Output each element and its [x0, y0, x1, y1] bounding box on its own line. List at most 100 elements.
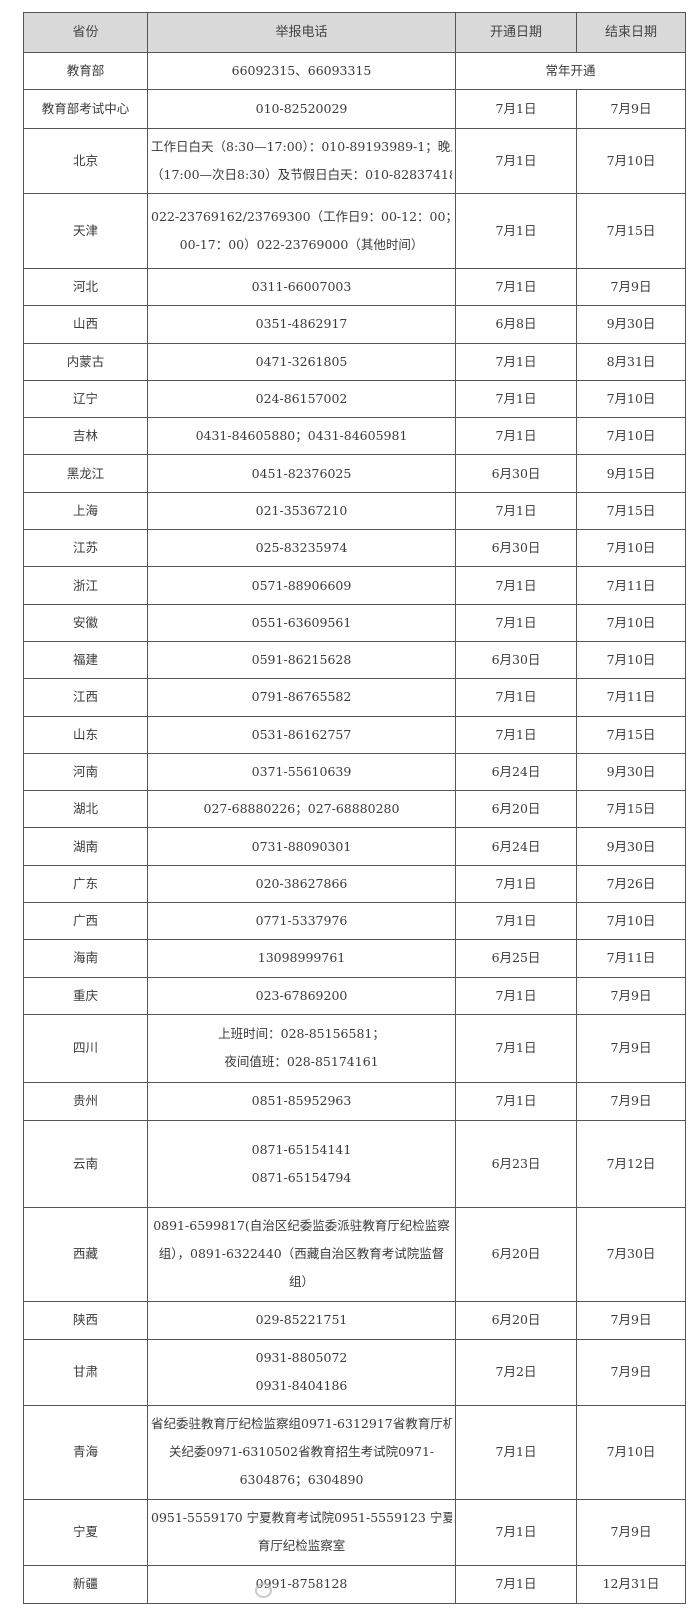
province-cell: 黑龙江 — [23, 454, 148, 493]
phone-cell: 0571-88906609 — [147, 566, 456, 605]
period-cell: 常年开通 — [455, 52, 686, 90]
start-date-cell: 6月30日 — [455, 640, 577, 680]
phone-cell: 13098999761 — [147, 939, 456, 978]
end-date-cell: 7月10日 — [576, 529, 686, 568]
watermark — [255, 1583, 272, 1598]
table-row: 安徽 0551-63609561 7月1日 7月10日 — [23, 603, 686, 642]
end-date-cell: 9月30日 — [576, 827, 686, 866]
end-date-cell: 7月9日 — [576, 1013, 686, 1083]
phone-line: （17:00—次日8:30）及节假日白天：010-82837418 — [151, 167, 452, 182]
table-row: 内蒙古 0471-3261805 7月1日 8月31日 — [23, 342, 686, 381]
start-date-cell: 7月1日 — [455, 193, 577, 269]
start-date-cell: 7月1日 — [455, 715, 577, 754]
end-date-cell: 7月10日 — [576, 640, 686, 680]
phone-cell: 022-23769162/23769300（工作日9：00-12：00；14： 0… — [147, 193, 456, 269]
table-row: 西藏 0891-6599817(自治区纪委监委派驻教育厅纪检监察 组），0891-6… — [23, 1206, 686, 1302]
start-date-cell: 7月1日 — [455, 342, 577, 381]
phone-cell: 0771-5337976 — [147, 902, 456, 941]
table-row: 甘肃 0931-8805072 0931-8404186 7月2日 7月9日 — [23, 1338, 686, 1406]
phone-cell: 0451-82376025 — [147, 454, 456, 493]
table-row: 海南 13098999761 6月25日 7月11日 — [23, 939, 686, 978]
table-row: 江苏 025-83235974 6月30日 7月10日 — [23, 529, 686, 568]
province-cell: 安徽 — [23, 603, 148, 642]
phone-line: 0851-85952963 — [251, 1093, 352, 1109]
end-date-cell: 7月11日 — [576, 939, 686, 978]
phone-cell: 029-85221751 — [147, 1300, 456, 1340]
phone-line: 0571-88906609 — [251, 577, 352, 593]
province-cell: 浙江 — [23, 566, 148, 605]
phone-cell: 0891-6599817(自治区纪委监委派驻教育厅纪检监察 组），0891-632… — [147, 1206, 456, 1302]
end-date-cell: 7月12日 — [576, 1119, 686, 1208]
phone-cell: 0931-8805072 0931-8404186 — [147, 1338, 456, 1406]
table-row: 教育部考试中心 010-82520029 7月1日 7月9日 — [23, 89, 686, 129]
end-date-cell: 7月26日 — [576, 864, 686, 904]
table-row: 河北 0311-66007003 7月1日 7月9日 — [23, 267, 686, 307]
phone-cell: 0851-85952963 — [147, 1081, 456, 1121]
phone-cell: 66092315、66093315 — [147, 52, 456, 90]
start-date-cell: 7月1日 — [455, 864, 577, 904]
header-province: 省份 — [23, 12, 148, 53]
phone-line: 关纪委0971-6310502省教育招生考试院0971- — [168, 1444, 435, 1460]
phone-line: 0551-63609561 — [251, 614, 352, 630]
start-date-cell: 6月30日 — [455, 529, 577, 568]
start-date-cell: 7月1日 — [455, 1081, 577, 1121]
province-cell: 甘肃 — [23, 1338, 148, 1406]
start-date-cell: 6月25日 — [455, 939, 577, 978]
province-cell: 海南 — [23, 939, 148, 978]
phone-cell: 0531-86162757 — [147, 715, 456, 754]
phone-line: 0871-65154141 — [251, 1141, 352, 1157]
header-start-date: 开通日期 — [455, 12, 577, 53]
phone-line: 0771-5337976 — [255, 913, 348, 929]
start-date-cell: 7月1日 — [455, 902, 577, 941]
table-row: 陕西 029-85221751 6月20日 7月9日 — [23, 1300, 686, 1340]
start-date-cell: 6月20日 — [455, 1206, 577, 1302]
table-row: 新疆 0991-8758128 7月1日 12月31日 — [23, 1564, 686, 1604]
phone-line: 上班时间：028-85156581； — [218, 1026, 385, 1042]
start-date-cell: 7月1日 — [455, 1498, 577, 1566]
province-cell: 湖北 — [23, 790, 148, 829]
end-date-cell: 7月10日 — [576, 1404, 686, 1500]
province-cell: 青海 — [23, 1404, 148, 1500]
phone-line: 020-38627866 — [255, 875, 348, 891]
phone-line: 0371-55610639 — [251, 764, 352, 779]
table-row: 山西 0351-4862917 6月8日 9月30日 — [23, 305, 686, 344]
phone-cell: 0311-66007003 — [147, 267, 456, 307]
end-date-cell: 7月15日 — [576, 193, 686, 269]
end-date-cell: 7月9日 — [576, 1081, 686, 1121]
province-cell: 西藏 — [23, 1206, 148, 1302]
province-cell: 广西 — [23, 902, 148, 941]
end-date-cell: 7月9日 — [576, 1338, 686, 1406]
end-date-cell: 7月15日 — [576, 790, 686, 829]
header-phone: 举报电话 — [147, 12, 456, 53]
province-cell: 江苏 — [23, 529, 148, 568]
end-date-cell: 7月9日 — [576, 1300, 686, 1340]
phone-cell: 021-35367210 — [147, 491, 456, 531]
phone-line: 029-85221751 — [255, 1312, 348, 1328]
province-cell: 湖南 — [23, 827, 148, 866]
end-date-cell: 12月31日 — [576, 1564, 686, 1604]
end-date-cell: 7月10日 — [576, 379, 686, 419]
phone-line: 0731-88090301 — [251, 838, 352, 854]
phone-line: 025-83235974 — [255, 540, 348, 556]
province-cell: 山东 — [23, 715, 148, 754]
province-cell: 北京 — [23, 128, 148, 194]
start-date-cell: 7月1日 — [455, 128, 577, 194]
end-date-cell: 7月15日 — [576, 715, 686, 754]
phone-cell: 0351-4862917 — [147, 305, 456, 344]
phone-cell: 省纪委驻教育厅纪检监察组0971-6312917省教育厅机 关纪委0971-631… — [147, 1404, 456, 1500]
province-cell: 内蒙古 — [23, 342, 148, 381]
phone-cell: 0791-86765582 — [147, 678, 456, 717]
province-cell: 四川 — [23, 1013, 148, 1083]
phone-line: 0471-3261805 — [255, 353, 348, 369]
header-end-date: 结束日期 — [576, 12, 686, 53]
end-date-cell: 7月9日 — [576, 267, 686, 307]
phone-cell: 上班时间：028-85156581； 夜间值班：028-85174161 — [147, 1013, 456, 1083]
table-row: 北京 工作日白天（8:30—17:00）：010-89193989-1；晚上 （17… — [23, 128, 686, 194]
phone-cell: 0471-3261805 — [147, 342, 456, 381]
end-date-cell: 9月30日 — [576, 752, 686, 792]
end-date-cell: 7月30日 — [576, 1206, 686, 1302]
start-date-cell: 6月20日 — [455, 790, 577, 829]
start-date-cell: 7月1日 — [455, 566, 577, 605]
phone-line: 育厅纪检监察室 — [257, 1538, 346, 1554]
phone-cell: 0871-65154141 0871-65154794 — [147, 1119, 456, 1208]
